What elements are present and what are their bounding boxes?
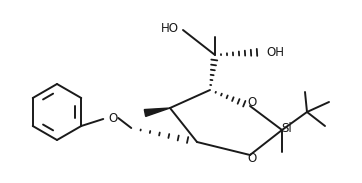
Text: O: O [247,152,257,165]
Polygon shape [144,108,170,116]
Text: OH: OH [266,46,284,59]
Text: Si: Si [282,122,292,135]
Text: O: O [247,96,257,109]
Text: HO: HO [161,23,179,36]
Text: O: O [109,111,118,124]
